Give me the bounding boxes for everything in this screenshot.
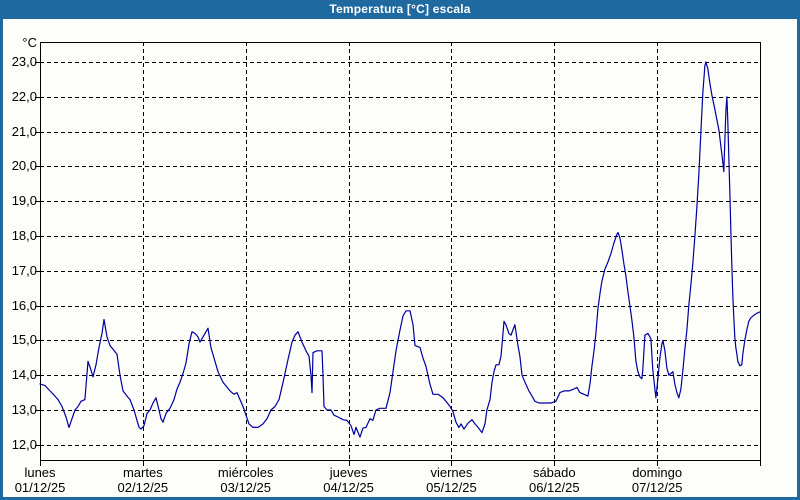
y-tick-label: 19,0 — [11, 193, 37, 208]
x-date-label: 06/12/25 — [528, 480, 580, 495]
y-tick-label: 20,0 — [11, 158, 37, 173]
y-tick-label: 23,0 — [11, 54, 37, 69]
y-tick-label: 22,0 — [11, 89, 37, 104]
x-date-label: 05/12/25 — [426, 480, 477, 495]
x-day-label: jueves — [329, 465, 368, 480]
x-day-label: martes — [122, 465, 163, 480]
y-tick-label: 14,0 — [11, 367, 37, 382]
window-titlebar: Temperatura [°C] escala — [0, 0, 800, 19]
chart-canvas: 23,0 22,0 21,0 20,0 19,0 18,0 17,0 16,0 15,0 14,0… — [3, 19, 797, 497]
x-date-label: 07/12/25 — [631, 480, 683, 495]
y-tick-label: 12,0 — [11, 437, 37, 452]
x-day-label: viernes — [430, 465, 473, 480]
y-tick-label: 18,0 — [11, 228, 37, 243]
x-day-label: sábado — [532, 465, 576, 480]
x-date-label: 04/12/25 — [323, 480, 374, 495]
window-title: Temperatura [°C] escala — [329, 2, 471, 16]
x-date-label: 03/12/25 — [220, 480, 272, 495]
x-date-label: 02/12/25 — [117, 480, 169, 495]
y-axis-unit-label: °C — [22, 35, 37, 50]
y-tick-label: 13,0 — [11, 402, 37, 417]
x-day-label: lunes — [24, 465, 56, 480]
x-day-label: miércoles — [217, 465, 274, 480]
x-day-label: domingo — [632, 465, 683, 480]
plot-frame — [40, 42, 761, 461]
y-tick-label: 21,0 — [11, 124, 37, 139]
y-tick-label: 17,0 — [11, 263, 37, 278]
x-date-label: 01/12/25 — [14, 480, 66, 495]
y-tick-label: 16,0 — [11, 298, 37, 313]
temperature-line — [39, 61, 761, 438]
y-tick-label: 15,0 — [11, 332, 37, 347]
